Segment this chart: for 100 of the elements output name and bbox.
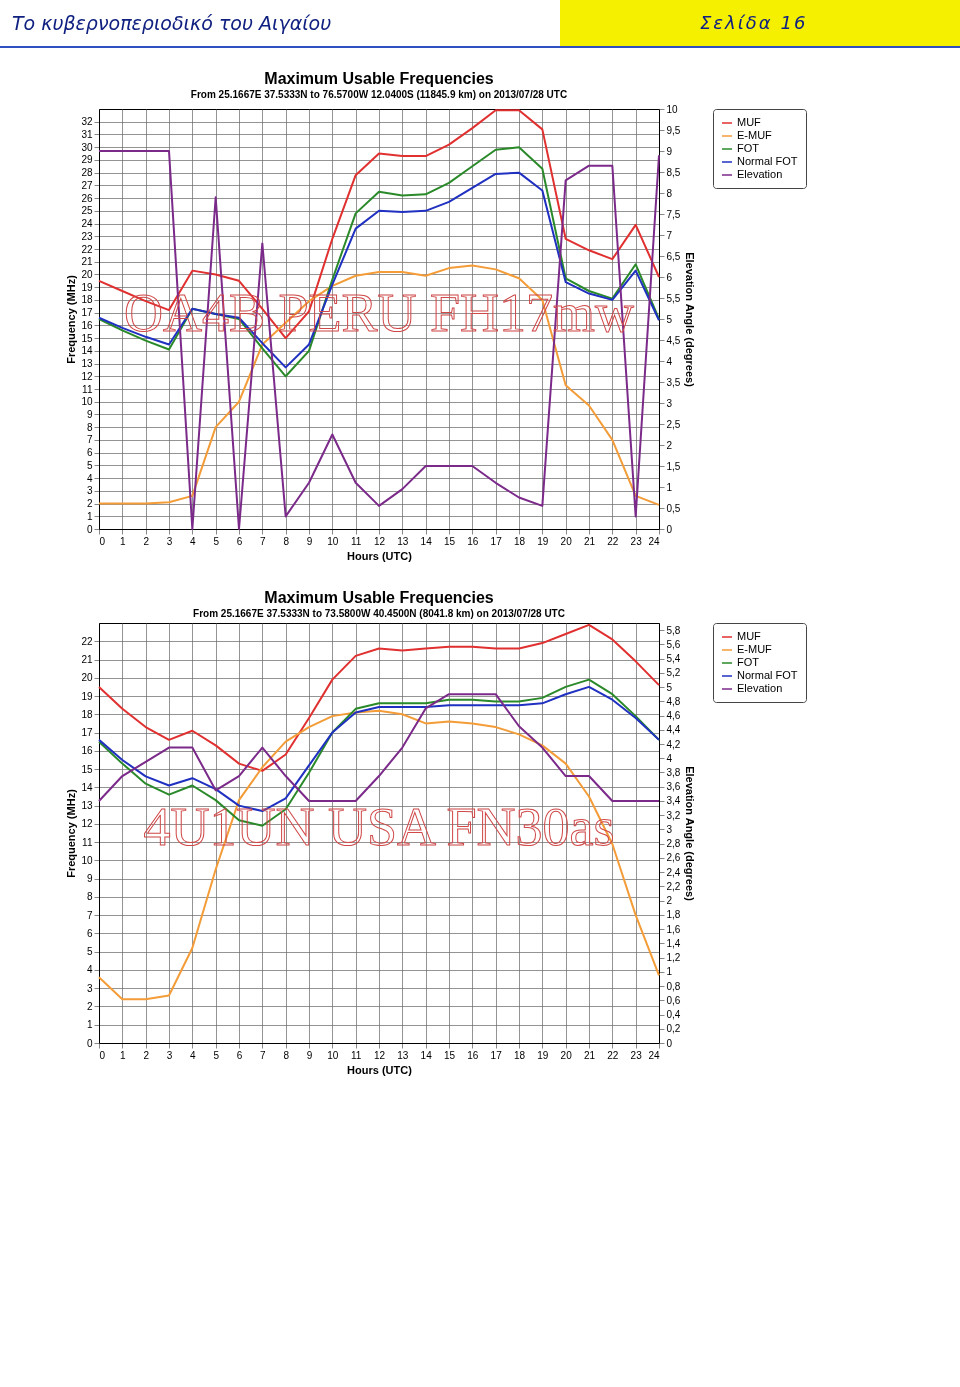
- y2-tick-label: 0,8: [666, 980, 681, 992]
- y-tick-label: 11: [82, 836, 93, 848]
- x-tick-label: 16: [467, 1049, 479, 1061]
- y2-tick-label: 1,4: [666, 937, 681, 949]
- y-tick-label: 13: [81, 358, 93, 370]
- y2-tick-label: 2,8: [666, 838, 681, 850]
- y-tick-label: 18: [81, 294, 93, 306]
- x-tick-label: 10: [327, 1049, 339, 1061]
- y2-tick-label: 10: [666, 103, 679, 115]
- x-tick-label: 1: [120, 535, 127, 547]
- y2-tick-label: 3,6: [666, 781, 681, 793]
- y2-tick-label: 7,5: [666, 208, 681, 220]
- x-tick-label: 23: [630, 535, 643, 547]
- y2-tick-label: 3,2: [666, 809, 681, 821]
- x-tick-label: 12: [373, 535, 386, 547]
- y-tick-label: 23: [81, 230, 93, 242]
- y2-tick-label: 8: [666, 187, 673, 199]
- legend-label: Normal FOT: [737, 669, 798, 681]
- y2-tick-label: 4: [666, 355, 673, 367]
- y2-tick-label: 1,8: [666, 909, 681, 921]
- chart-title: Maximum Usable Frequencies: [264, 588, 494, 606]
- legend-label: E-MUF: [737, 643, 773, 655]
- x-tick-label: 4: [190, 535, 197, 547]
- y-tick-label: 10: [81, 396, 93, 408]
- y-tick-label: 14: [81, 345, 93, 357]
- x-tick-label: 14: [420, 535, 433, 547]
- y2-axis-title: Elevation Angle (degrees): [684, 252, 697, 388]
- y-tick-label: 10: [81, 854, 93, 866]
- y2-tick-label: 2,2: [666, 880, 681, 892]
- x-tick-label: 11: [350, 535, 362, 547]
- y-tick-label: 19: [81, 281, 93, 293]
- legend-label: E-MUF: [737, 129, 773, 141]
- y-tick-label: 27: [81, 179, 93, 191]
- y-tick-label: 21: [81, 654, 93, 666]
- y2-tick-label: 0,6: [666, 994, 681, 1006]
- x-tick-label: 22: [607, 1049, 619, 1061]
- y2-tick-label: 1,2: [666, 952, 681, 964]
- x-tick-label: 13: [397, 1049, 409, 1061]
- y2-tick-label: 0,2: [666, 1023, 681, 1035]
- legend-label: FOT: [737, 656, 760, 668]
- y2-tick-label: 4: [666, 752, 673, 764]
- y-tick-label: 3: [86, 982, 93, 994]
- x-tick-label: 14: [420, 1049, 433, 1061]
- y-tick-label: 22: [81, 635, 93, 647]
- y2-tick-label: 7: [666, 229, 673, 241]
- x-tick-label: 3: [166, 1049, 173, 1061]
- legend-label: Elevation: [737, 168, 783, 180]
- y-tick-label: 17: [81, 307, 93, 319]
- chart-subtitle: From 25.1667E 37.5333N to 76.5700W 12.0400S (11845.9 km) on 2013/07/28 UTC: [190, 89, 568, 100]
- x-tick-label: 3: [166, 535, 173, 547]
- y2-tick-label: 3,5: [666, 376, 681, 388]
- x-tick-label: 20: [560, 1049, 573, 1061]
- y-tick-label: 32: [81, 116, 93, 128]
- x-tick-label: 6: [236, 535, 243, 547]
- y-axis-title: Frequency (MHz): [65, 788, 78, 878]
- x-tick-label: 22: [607, 535, 619, 547]
- y2-tick-label: 4,6: [666, 710, 681, 722]
- y2-tick-label: 6,5: [666, 250, 681, 262]
- y-tick-label: 9: [86, 408, 93, 420]
- legend-label: MUF: [737, 116, 762, 128]
- line-series: [98, 623, 660, 772]
- y2-tick-label: 9: [666, 145, 673, 157]
- y-tick-label: 8: [86, 891, 93, 903]
- x-tick-label: 5: [213, 535, 220, 547]
- x-tick-label: 18: [513, 535, 526, 547]
- text: Σελίδα 16: [560, 0, 960, 46]
- y-tick-label: 8: [86, 421, 93, 433]
- y2-tick-label: 5: [666, 313, 673, 325]
- y-tick-label: 9: [86, 873, 93, 885]
- y-tick-label: 24: [81, 218, 93, 230]
- y-tick-label: 7: [86, 434, 93, 446]
- x-tick-label: 23: [630, 1049, 643, 1061]
- y-tick-label: 1: [86, 1019, 93, 1031]
- y-tick-label: 20: [81, 672, 93, 684]
- y-tick-label: 1: [86, 510, 93, 522]
- y2-axis-title: Elevation Angle (degrees): [684, 766, 697, 902]
- text: Το κυβερνοπεριοδικό του Αιγαίου: [11, 12, 333, 34]
- x-tick-label: 2: [143, 1049, 150, 1061]
- y-tick-label: 31: [81, 128, 93, 140]
- y-tick-label: 16: [81, 745, 93, 757]
- y-tick-label: 25: [81, 205, 93, 217]
- x-tick-label: 5: [213, 1049, 220, 1061]
- legend-label: Normal FOT: [737, 155, 798, 167]
- y-tick-label: 29: [81, 154, 93, 166]
- y-tick-label: 16: [81, 319, 93, 331]
- y-tick-label: 30: [81, 141, 93, 153]
- y2-tick-label: 4,4: [666, 724, 681, 736]
- y2-tick-label: 2: [666, 895, 673, 907]
- x-tick-label: 16: [467, 535, 479, 547]
- y-tick-label: 20: [81, 268, 93, 280]
- y-tick-label: 28: [81, 167, 93, 179]
- x-tick-label: 20: [560, 535, 573, 547]
- x-tick-label: 0: [99, 535, 106, 547]
- y2-tick-label: 5,5: [666, 292, 681, 304]
- x-tick-label: 24: [648, 535, 660, 547]
- y-tick-label: 14: [81, 781, 93, 793]
- y2-tick-label: 4,8: [666, 695, 681, 707]
- y-tick-label: 6: [86, 447, 93, 459]
- y2-tick-label: 5,6: [666, 638, 681, 650]
- chart-title: Maximum Usable Frequencies: [264, 70, 494, 87]
